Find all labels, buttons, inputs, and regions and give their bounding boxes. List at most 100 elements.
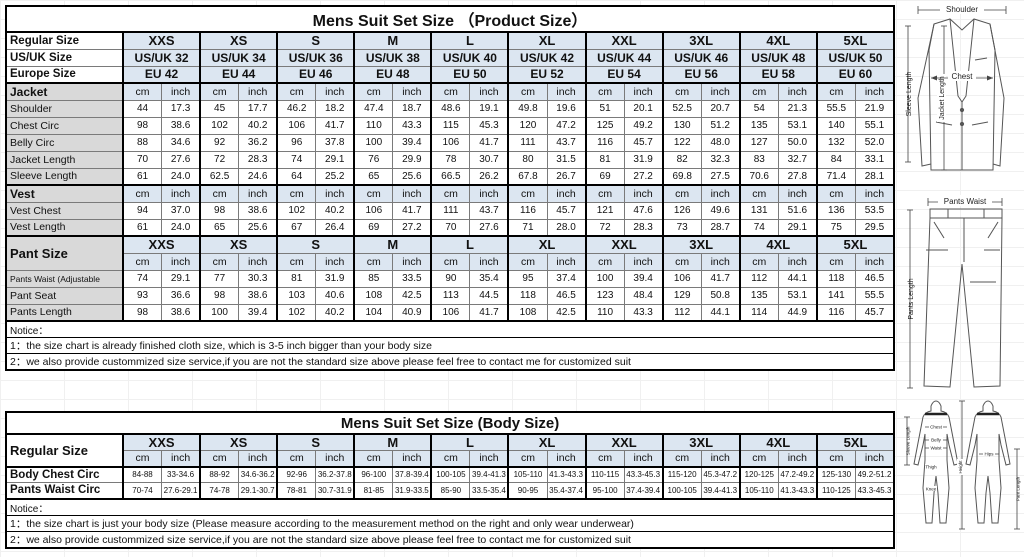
size-value: 17.3: [161, 99, 201, 118]
table-title: Mens Suit Set Size （Product Size）: [5, 5, 895, 33]
unit-header: inch: [546, 82, 587, 101]
size-value: 31.9: [315, 269, 355, 288]
size-value: 100-105: [430, 465, 471, 483]
size-value: 70: [122, 150, 163, 169]
unit-header: cm: [122, 252, 163, 271]
table-row: cm inch cm inch cm inch cm inch cm inch cm inch cm in…: [6, 252, 895, 271]
size-header: EU 42: [121, 65, 201, 84]
unit-header: cm: [738, 184, 779, 203]
size-header: 5XL: [815, 433, 895, 451]
size-header: EU 58: [738, 65, 818, 84]
body-pant-length-label: Pant Length: [1016, 476, 1021, 501]
body-height-label: Height: [958, 460, 963, 474]
size-value: 43.3-45.3: [623, 465, 664, 483]
size-value: 76: [353, 150, 394, 169]
unit-header: inch: [315, 184, 355, 203]
size-value: 27.6: [161, 150, 201, 169]
table-row: Vest Chest 94 37.0 98 38.6 102 40.2 106 41.7 111 4…: [5, 201, 895, 220]
size-header: 3XL: [661, 433, 741, 451]
row-label: Pants Waist Circ: [5, 482, 124, 499]
unit-header: cm: [276, 184, 317, 203]
size-value: 81: [584, 150, 625, 169]
body-size-table: Mens Suit Set Size (Body Size) Regular S…: [5, 411, 896, 549]
unit-header: cm: [122, 450, 163, 467]
unit-header: inch: [623, 184, 664, 203]
size-value: 48.4: [623, 286, 664, 305]
body-chest-label: Chest: [930, 425, 943, 430]
unit-header: inch: [469, 252, 509, 271]
size-header: US/UK 48: [738, 48, 818, 67]
size-value: 33.1: [854, 150, 895, 169]
size-value: 49.2-51.2: [854, 465, 895, 483]
unit-header: cm: [430, 252, 471, 271]
size-value: 105-110: [507, 465, 548, 483]
size-header: XXS: [121, 235, 201, 254]
size-value: 140: [815, 116, 856, 135]
unit-header: cm: [815, 82, 856, 101]
row-label: Body Chest Circ: [5, 465, 124, 483]
notice-line: 2：we also provide custommized size servi…: [5, 353, 895, 371]
unit-header: cm: [430, 450, 471, 467]
size-header: M: [353, 235, 432, 254]
size-value: 37.0: [161, 201, 201, 220]
size-value: 116: [584, 133, 625, 152]
unit-header: cm: [738, 82, 779, 101]
size-value: 29.1: [161, 269, 201, 288]
size-value: 55.5: [854, 286, 895, 305]
unit-header: cm: [353, 184, 394, 203]
size-value: 88-92: [199, 465, 240, 483]
unit-header: cm: [507, 184, 548, 203]
size-header: EU 54: [584, 65, 664, 84]
size-value: 108: [353, 286, 394, 305]
unit-header: inch: [854, 450, 895, 467]
unit-header: inch: [392, 450, 432, 467]
unit-header: cm: [815, 252, 856, 271]
size-value: 25.2: [315, 167, 355, 186]
size-value: 85-90: [430, 482, 471, 499]
size-value: 50.8: [700, 286, 741, 305]
table-row: Europe Size EU 42 EU 44 EU 46 EU 48 EU 50 EU 5…: [5, 65, 895, 84]
size-value: 39.4: [623, 269, 664, 288]
size-value: 27.6-29.1: [161, 482, 201, 499]
unit-header: inch: [623, 450, 664, 467]
size-value: 120-125: [738, 465, 779, 483]
size-value: 32.7: [777, 150, 818, 169]
size-value: 111: [507, 133, 548, 152]
body-thigh-label: Thigh: [925, 465, 937, 470]
row-label: Chest Circ: [5, 116, 124, 135]
table-row: cm inch cm inch cm inch cm inch cm inch cm inch cm in…: [6, 450, 895, 467]
size-value: 28.3: [623, 218, 664, 237]
size-value: 71.4: [815, 167, 856, 186]
size-value: 72: [199, 150, 240, 169]
body-knee-label: Knee: [926, 487, 937, 492]
table-row: Jacket Length 70 27.6 72 28.3 74 29.1 76 29.9 78 3…: [5, 150, 895, 169]
size-value: 44.1: [700, 303, 741, 322]
size-value: 118: [815, 269, 856, 288]
size-value: 43.7: [546, 133, 587, 152]
size-header: 4XL: [738, 433, 818, 451]
table-row: Body Chest Circ 84-88 33-34.6 88-92 34.6-36.…: [5, 465, 895, 483]
size-value: 40.6: [315, 286, 355, 305]
size-value: 47.2-49.2: [777, 465, 818, 483]
body-waist-label: Waist: [930, 446, 942, 451]
size-value: 110-125: [815, 482, 856, 499]
table-row: Vest Length 61 24.0 65 25.6 67 26.4 69 27.2 70 27.…: [5, 218, 895, 237]
size-value: 65: [353, 167, 394, 186]
size-value: 126: [661, 201, 702, 220]
size-value: 98: [199, 201, 240, 220]
unit-header: inch: [238, 184, 278, 203]
pants-length-label: Pants Length: [908, 278, 915, 319]
size-header: XXL: [584, 235, 664, 254]
size-value: 121: [584, 201, 625, 220]
size-header: XS: [199, 31, 278, 50]
unit-header: cm: [661, 450, 702, 467]
size-value: 30.3: [238, 269, 278, 288]
unit-header: cm: [122, 82, 163, 101]
table-row: Notice：: [5, 497, 895, 516]
unit-header: cm: [584, 252, 625, 271]
size-value: 141: [815, 286, 856, 305]
size-value: 106: [661, 269, 702, 288]
size-value: 81-85: [353, 482, 394, 499]
unit-header: cm: [430, 184, 471, 203]
size-value: 38.6: [238, 286, 278, 305]
